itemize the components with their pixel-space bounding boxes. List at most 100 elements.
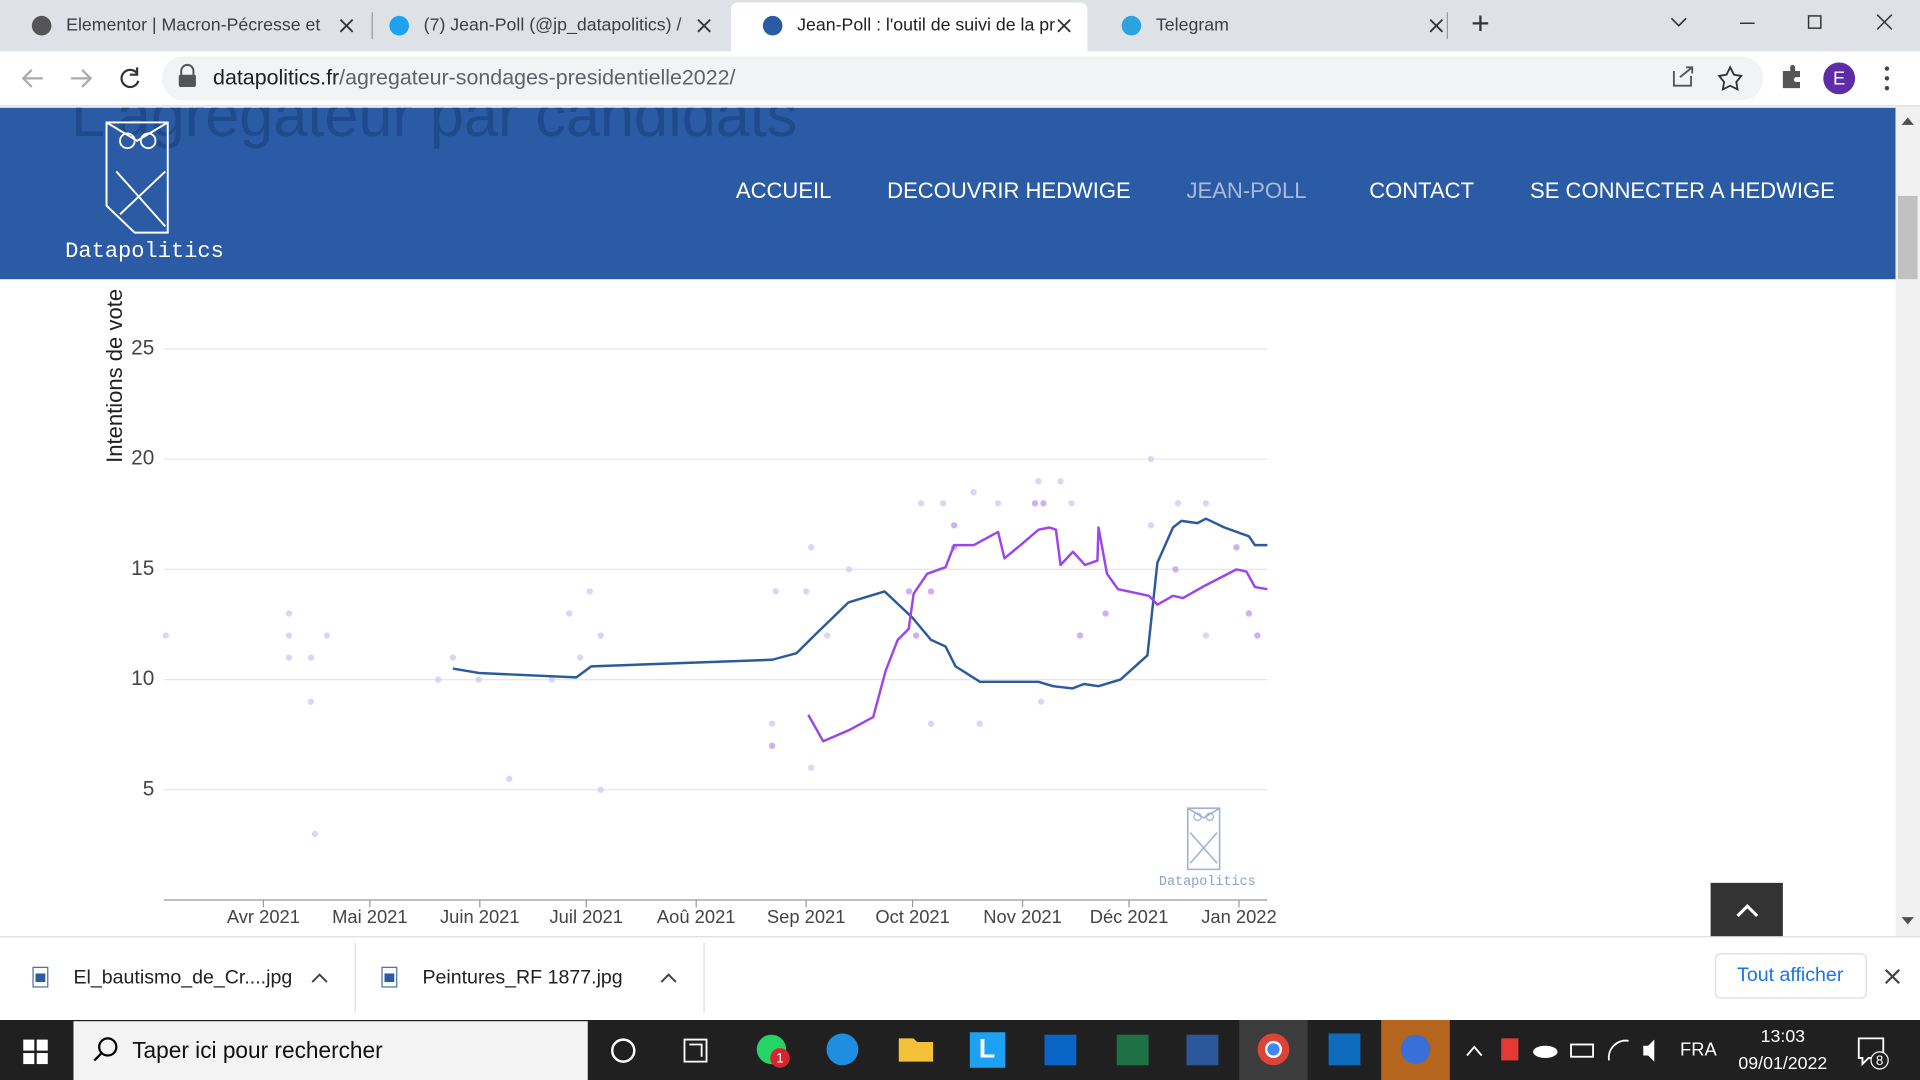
share[interactable] [1672, 66, 1694, 87]
nav-link[interactable]: JEAN-POLL [1187, 178, 1307, 203]
tabs: Elementor | Macron-Pécresse et (7) Jean-P… [31, 14, 1444, 36]
poll-point [475, 676, 482, 683]
y-tick-label: 5 [143, 777, 155, 800]
app-l[interactable] [969, 1032, 1006, 1068]
outlook[interactable] [1044, 1034, 1077, 1066]
menu[interactable] [1884, 66, 1890, 91]
poll-point [285, 654, 293, 661]
url[interactable]: datapolitics.fr/agregateur-sondages-pres… [213, 65, 735, 89]
search-placeholder: Taper ici pour rechercher [132, 1037, 383, 1063]
task-view[interactable] [683, 1038, 708, 1063]
nav-link[interactable]: CONTACT [1369, 178, 1474, 203]
poll-point [548, 676, 556, 683]
extensions[interactable] [1782, 64, 1800, 89]
search-box[interactable] [73, 1021, 588, 1080]
logo[interactable]: Datapolitics [65, 121, 224, 264]
bookmark[interactable] [1717, 65, 1743, 92]
show-all-text: Tout afficher [1737, 964, 1844, 986]
language[interactable]: FRA [1680, 1038, 1717, 1059]
tray-cloud[interactable] [1533, 1045, 1558, 1058]
explorer[interactable] [898, 1038, 934, 1062]
nav-link[interactable]: ACCUEIL [736, 178, 832, 203]
x-tick-label: Juil 2021 [549, 906, 623, 927]
active-tab[interactable] [731, 2, 1088, 52]
x-tick-label: Juin 2021 [440, 906, 520, 927]
download-item[interactable]: El_bautismo_de_Cr....jpg [32, 967, 328, 989]
x-tick-label: Jan 2022 [1201, 906, 1277, 927]
notifications[interactable] [1857, 1037, 1885, 1067]
poll-point [323, 632, 331, 639]
word[interactable] [1186, 1034, 1219, 1066]
poll-point [1076, 632, 1084, 639]
nav-link[interactable]: DECOUVRIR HEDWIGE [887, 178, 1131, 203]
close-window[interactable] [1876, 14, 1893, 30]
tray-pdf[interactable] [1501, 1038, 1519, 1061]
x-tick-label: Sep 2021 [767, 906, 846, 927]
download-item[interactable]: Peintures_RF 1877.jpg [381, 967, 677, 989]
clock-time[interactable]: 13:03 [1761, 1026, 1806, 1046]
tray-expand[interactable] [1466, 1045, 1483, 1057]
tab[interactable]: Telegram [1121, 14, 1444, 36]
poll-point [1035, 478, 1042, 485]
profile[interactable] [1823, 62, 1856, 95]
poll-point [1254, 632, 1261, 639]
tray-volume[interactable] [1643, 1039, 1655, 1062]
tray-battery[interactable] [1570, 1043, 1594, 1058]
logo-text: Datapolitics [65, 239, 224, 264]
tab[interactable]: (7) Jean-Poll (@jp_datapolitics) / [389, 14, 711, 36]
x-tick-label: Mai 2021 [332, 906, 408, 927]
whatsapp-badge [770, 1048, 790, 1068]
poll-point [976, 720, 983, 727]
tab-search[interactable] [1670, 17, 1687, 27]
new-tab[interactable]: + [1471, 5, 1490, 41]
close-downloads[interactable] [1884, 969, 1900, 985]
show-all-button[interactable] [1714, 953, 1867, 999]
poll-point [449, 654, 457, 661]
back[interactable] [21, 69, 43, 88]
lock-icon[interactable] [180, 63, 195, 76]
scroll-top-button[interactable] [1710, 882, 1783, 937]
poll-point [285, 632, 293, 639]
tab-title: (7) Jean-Poll (@jp_datapolitics) / [424, 14, 682, 35]
file-menu[interactable] [311, 973, 328, 983]
scrollbar-thumb[interactable] [1897, 195, 1918, 280]
poll-point [1040, 500, 1047, 507]
x-tick-label: Déc 2021 [1090, 906, 1169, 927]
poll-point [307, 654, 315, 661]
reload[interactable] [120, 67, 140, 89]
tab-close[interactable] [1429, 18, 1444, 33]
photos[interactable] [1328, 1033, 1361, 1066]
forward[interactable] [71, 69, 93, 88]
cortana[interactable] [611, 1038, 636, 1063]
tab-close[interactable] [697, 18, 711, 33]
nav-link[interactable]: SE CONNECTER A HEDWIGE [1530, 178, 1835, 203]
tab[interactable]: Jean-Poll : l'outil de suivi de la pr [762, 14, 1071, 36]
poll-point [577, 654, 584, 661]
poll-point [1172, 566, 1179, 573]
start-button[interactable] [23, 1039, 48, 1065]
poll-point [1057, 478, 1064, 485]
tab-close[interactable] [1057, 18, 1071, 33]
poll-point [285, 610, 293, 617]
poll-point [597, 632, 604, 639]
poll-point [162, 632, 170, 639]
tab[interactable]: Elementor | Macron-Pécresse et [31, 14, 354, 36]
omnibox[interactable] [161, 56, 1764, 101]
clock-date[interactable]: 09/01/2022 [1738, 1053, 1827, 1073]
watermark-text: Datapolitics [1159, 875, 1256, 890]
edge[interactable] [826, 1033, 859, 1066]
search-icon [98, 1037, 118, 1057]
chrome-center [1264, 1040, 1283, 1058]
poll-point [311, 830, 319, 838]
tab-close[interactable] [339, 18, 354, 33]
poll-point [845, 566, 853, 573]
tray-wifi[interactable] [1607, 1039, 1629, 1061]
file-menu[interactable] [660, 973, 677, 983]
poll-point [506, 775, 513, 782]
poll-point [1102, 610, 1109, 617]
download-bar [0, 936, 1920, 1020]
poll-point [994, 500, 1002, 507]
restore[interactable] [1807, 15, 1822, 29]
excel[interactable] [1116, 1034, 1149, 1066]
